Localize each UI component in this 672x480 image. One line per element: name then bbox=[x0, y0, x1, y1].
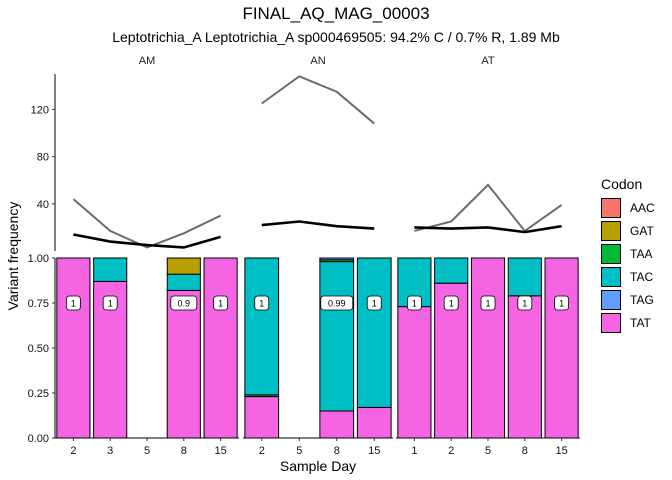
data-label: 1 bbox=[372, 299, 377, 309]
upper-y-tick-label: 120 bbox=[31, 104, 49, 116]
bar-segment-tag bbox=[319, 257, 355, 261]
legend-item-tag: TAG bbox=[601, 289, 654, 311]
x-tick-label: 15 bbox=[555, 445, 567, 457]
legend-key bbox=[601, 313, 621, 333]
lower-y-tick-label: 1.00 bbox=[28, 253, 49, 265]
bar-segment-tac bbox=[93, 257, 128, 282]
line-series-black bbox=[73, 233, 221, 249]
lower-y-tick-label: 0.00 bbox=[28, 433, 49, 445]
bar-segment-tat bbox=[507, 295, 542, 439]
bar-segment-gat bbox=[166, 257, 201, 275]
data-label: 1 bbox=[71, 299, 76, 309]
x-tick-label: 8 bbox=[334, 445, 340, 457]
data-label-box bbox=[66, 295, 81, 311]
upper-y-tick-label: 80 bbox=[37, 152, 49, 164]
legend-key bbox=[601, 267, 621, 287]
chart-title: FINAL_AQ_MAG_00003 bbox=[242, 4, 430, 23]
legend-key bbox=[601, 290, 621, 310]
x-tick-label: 8 bbox=[522, 445, 528, 457]
data-label: 1 bbox=[522, 299, 527, 309]
bar-segment-tat bbox=[166, 289, 201, 439]
bar-segment-tat bbox=[244, 396, 280, 439]
bar-segment-tac bbox=[507, 257, 542, 297]
data-label-box bbox=[170, 295, 198, 311]
legend-title: Codon bbox=[601, 176, 643, 192]
x-tick-label: 1 bbox=[411, 445, 417, 457]
legend-key bbox=[601, 244, 621, 264]
chart-subtitle: Leptotrichia_A Leptotrichia_A sp00046950… bbox=[112, 29, 560, 45]
legend-label: AAC bbox=[630, 201, 655, 215]
data-label-box bbox=[254, 295, 270, 311]
lower-y-tick-label: 0.25 bbox=[28, 388, 49, 400]
bar-segment-tat bbox=[397, 306, 432, 439]
legend-key bbox=[601, 198, 621, 218]
data-label: 1 bbox=[449, 299, 454, 309]
line-series-black bbox=[414, 224, 562, 234]
bar-segment-tat bbox=[319, 410, 355, 439]
x-tick-label: 2 bbox=[259, 445, 265, 457]
legend-item-aac: AAC bbox=[601, 197, 655, 219]
data-label-box bbox=[366, 295, 382, 311]
data-label-box bbox=[443, 295, 459, 311]
facet-strip-label: AN bbox=[310, 55, 325, 67]
legend-label: TAC bbox=[630, 270, 654, 284]
x-tick-label: 5 bbox=[296, 445, 302, 457]
x-axis-title: Sample Day bbox=[280, 458, 356, 474]
line-series-gray bbox=[72, 198, 222, 249]
data-label: 0.9 bbox=[178, 299, 191, 309]
x-tick-label: 15 bbox=[214, 445, 226, 457]
data-label: 0.99 bbox=[328, 299, 346, 309]
legend-key bbox=[601, 221, 621, 241]
legend-label: TAA bbox=[630, 247, 653, 261]
x-tick-label: 2 bbox=[448, 445, 454, 457]
x-tick-label: 3 bbox=[107, 445, 113, 457]
data-label-box bbox=[406, 295, 422, 311]
data-label-box bbox=[102, 295, 118, 311]
bar-segment-tac bbox=[244, 257, 280, 396]
data-label: 1 bbox=[412, 299, 417, 309]
bar-segment-tat bbox=[544, 257, 579, 439]
bar-segment-tac bbox=[166, 273, 201, 291]
legend-item-tat: TAT bbox=[601, 312, 651, 334]
line-series-black bbox=[261, 220, 375, 230]
legend-label: TAG bbox=[630, 293, 654, 307]
data-label: 1 bbox=[259, 299, 264, 309]
data-label: 1 bbox=[108, 299, 113, 309]
data-label-box bbox=[480, 295, 496, 311]
data-label: 1 bbox=[485, 299, 490, 309]
line-series-gray bbox=[414, 183, 563, 233]
x-tick-label: 15 bbox=[368, 445, 380, 457]
data-label: 1 bbox=[218, 299, 223, 309]
bar-segment-tat bbox=[203, 257, 238, 439]
line-series-gray bbox=[261, 75, 375, 125]
legend-label: GAT bbox=[630, 224, 654, 238]
legend-item-gat: GAT bbox=[601, 220, 654, 242]
lower-y-tick-label: 0.50 bbox=[28, 343, 49, 355]
data-label-box bbox=[213, 295, 229, 311]
bar-segment-tac bbox=[356, 257, 392, 408]
x-tick-label: 5 bbox=[144, 445, 150, 457]
bar-segment-tat bbox=[470, 257, 506, 439]
upper-y-tick-label: 40 bbox=[37, 199, 49, 211]
bar-segment-tat bbox=[356, 406, 392, 439]
data-label-box bbox=[517, 295, 533, 311]
data-label-box bbox=[320, 295, 354, 311]
x-tick-label: 5 bbox=[485, 445, 491, 457]
facet-strip-label: AT bbox=[481, 55, 495, 67]
legend-label: TAT bbox=[630, 316, 651, 330]
legend-item-tac: TAC bbox=[601, 266, 653, 288]
bar-segment-tac bbox=[434, 257, 469, 284]
data-label: 1 bbox=[559, 299, 564, 309]
legend-item-taa: TAA bbox=[601, 243, 652, 265]
x-tick-label: 2 bbox=[70, 445, 76, 457]
lower-y-tick-label: 0.75 bbox=[28, 298, 49, 310]
y-axis-title: Variant frequency bbox=[5, 202, 21, 311]
data-label-box bbox=[554, 295, 569, 311]
bar-segment-tac bbox=[319, 261, 355, 412]
x-tick-label: 8 bbox=[181, 445, 187, 457]
facet-strip-label: AM bbox=[139, 55, 156, 67]
bar-segment-tat bbox=[56, 257, 91, 439]
